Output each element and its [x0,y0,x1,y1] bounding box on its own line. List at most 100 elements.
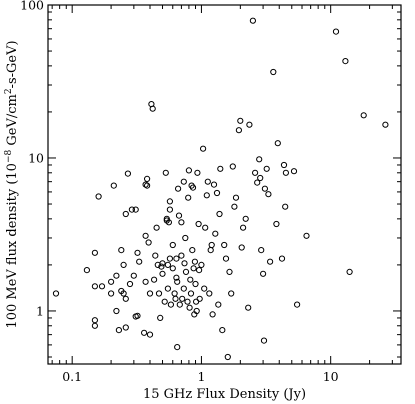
data-point [172,295,179,302]
data-point [155,290,163,297]
data-point [108,290,115,297]
data-point [159,260,166,267]
y-tick-label: 100 [20,0,44,13]
data-point [208,241,215,249]
data-point [149,105,156,112]
data-point [198,261,205,268]
data-point [164,261,171,268]
data-point [178,252,185,259]
data-point [181,260,188,267]
data-point [153,224,160,231]
data-point [270,68,277,76]
data-point [216,210,223,218]
data-point [146,290,154,297]
data-point [179,295,186,302]
data-point [346,268,353,275]
y-tick-label: 1 [36,303,44,318]
data-point [115,327,123,334]
data-point [180,285,187,292]
data-point [238,244,245,251]
data-point [217,165,224,172]
data-point [222,255,230,262]
data-point [126,280,134,288]
data-point [173,255,180,262]
data-point [132,206,139,213]
data-point [196,295,203,302]
data-point [213,189,221,197]
data-point [210,181,218,188]
data-point [231,203,238,210]
data-point [189,247,196,254]
data-point [185,194,192,201]
data-point [235,127,242,134]
y-axis-label: 100 MeV flux density (10−8 GeV/cm2-s-GeV… [4,40,20,328]
data-point [182,234,189,242]
data-point [161,298,168,305]
data-point [146,331,154,338]
data-point [182,268,190,275]
data-point [303,232,310,239]
plot-frame [47,4,402,365]
data-point [91,283,99,290]
data-point [122,210,129,218]
data-point [120,261,127,268]
data-point [200,145,207,152]
data-point [257,174,264,182]
data-point [237,117,244,124]
data-point [360,112,367,119]
data-point [190,265,197,272]
data-point [229,163,236,170]
data-point [207,247,214,254]
data-point [134,312,141,319]
data-point [175,212,183,219]
data-point [174,278,181,285]
data-point [120,290,127,297]
data-point [145,239,152,246]
data-point [174,344,181,351]
data-point [166,206,173,213]
data-point [273,220,280,228]
data-point [282,203,289,210]
data-point [178,219,185,226]
data-point [83,267,91,274]
data-point [254,179,261,186]
data-point [118,247,125,254]
data-point [249,17,256,24]
data-point [221,241,228,249]
data-point [203,192,210,199]
data-point [260,337,268,344]
data-point [280,161,288,169]
data-point [209,311,216,318]
data-point [242,215,249,222]
data-point [157,314,164,321]
data-point [332,28,340,35]
data-point [206,290,213,297]
data-point [144,182,151,189]
data-point [196,267,203,274]
data-point [130,272,137,279]
data-point [108,278,115,285]
data-point [202,224,209,231]
data-point [240,224,247,231]
data-point [245,304,252,311]
data-point [193,298,200,305]
data-point [165,219,172,226]
data-point [212,230,219,237]
data-point [274,140,281,147]
data-point [267,258,274,265]
data-point [144,175,151,182]
data-point [142,232,149,239]
data-point [124,170,132,177]
data-point [184,298,191,305]
data-point [142,278,149,285]
data-point [169,241,176,249]
data-point [167,301,174,308]
data-point [166,198,173,205]
data-point [95,193,102,200]
data-point [246,121,253,128]
data-point [342,58,349,65]
data-point [258,247,265,254]
data-point [122,295,129,302]
data-point [136,258,143,265]
